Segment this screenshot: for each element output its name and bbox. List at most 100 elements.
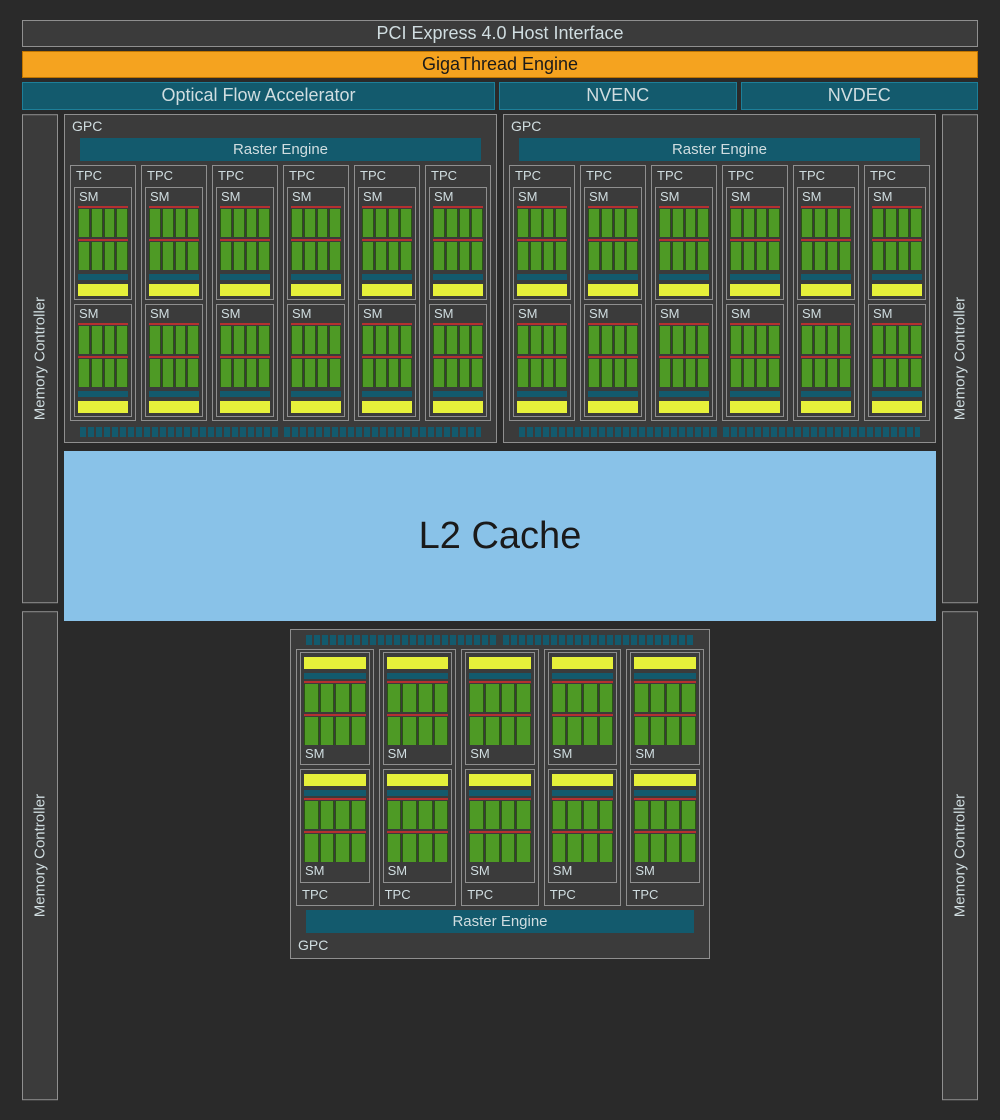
sm: SM	[145, 304, 203, 417]
sm: SM	[655, 304, 713, 417]
tpc-label: TPC	[300, 887, 370, 902]
sm: SM	[287, 304, 345, 417]
tpc-label: TPC	[513, 168, 571, 183]
encoder-row: Optical Flow Accelerator NVENC NVDEC	[22, 82, 978, 109]
sm-label: SM	[433, 307, 483, 321]
tpc-label: TPC	[74, 168, 132, 183]
memory-column-left: Memory ControllerMemory Controller	[22, 114, 58, 1100]
tpc: TPC SM SM	[70, 165, 136, 422]
tpc-label: TPC	[358, 168, 416, 183]
sm: SM	[584, 187, 642, 300]
sm-label: SM	[291, 307, 341, 321]
gpc-label: GPC	[296, 937, 704, 953]
sm-label: SM	[872, 307, 922, 321]
raster-engine: Raster Engine	[519, 138, 920, 161]
gigathread-bar: GigaThread Engine	[22, 51, 978, 78]
gpc: GPCRaster EngineTPCSMSMTPCSMSMTPCSMSMTPC…	[503, 114, 936, 444]
tpc: TPCSMSM	[425, 165, 491, 422]
sm-label: SM	[659, 190, 709, 204]
sm: SM	[358, 304, 416, 417]
sm-label: SM	[588, 190, 638, 204]
sm-label: SM	[78, 307, 128, 321]
sm: SM	[630, 769, 700, 882]
sm: SM	[465, 652, 535, 765]
sm-label: SM	[149, 190, 199, 204]
sm: SM	[797, 304, 855, 417]
tpc-label: TPC	[584, 168, 642, 183]
sm: SM	[726, 187, 784, 300]
polymorph-row	[296, 633, 704, 645]
sm: SM	[287, 187, 345, 300]
pcie-bar: PCI Express 4.0 Host Interface	[22, 20, 978, 47]
top-interface-rows: PCI Express 4.0 Host Interface GigaThrea…	[22, 20, 978, 110]
memory-controller: Memory Controller	[22, 114, 58, 603]
gpc-row-bottom: GPCRaster EngineTPCSMSMTPCSMSMTPCSMSMTPC…	[64, 629, 936, 959]
main-area: Memory ControllerMemory Controller GPCRa…	[22, 114, 978, 1100]
sm-label: SM	[872, 190, 922, 204]
tpc: TPC SMSM	[296, 649, 374, 906]
sm-label: SM	[552, 747, 614, 761]
tpc-label: TPC	[429, 168, 487, 183]
sm: SM	[513, 187, 571, 300]
tpc-label: TPC	[548, 887, 618, 902]
l2-cache: L2 Cache	[64, 451, 936, 621]
sm-label: SM	[362, 307, 412, 321]
memory-column-right: Memory ControllerMemory Controller	[942, 114, 978, 1100]
tpc-label: TPC	[216, 168, 274, 183]
sm: SM	[465, 769, 535, 882]
sm: SM	[868, 304, 926, 417]
polymorph-row	[70, 425, 491, 437]
sm: SM	[74, 304, 132, 417]
gpc: GPCRaster EngineTPCSMSMTPCSMSMTPCSMSMTPC…	[290, 629, 710, 959]
sm: SM	[74, 187, 132, 300]
gpc-label: GPC	[70, 118, 491, 134]
sm-label: SM	[291, 190, 341, 204]
sm: SM	[513, 304, 571, 417]
tpc: TPC SM SM	[283, 165, 349, 422]
tpc: TPC SMSM	[509, 165, 575, 422]
sm-label: SM	[634, 747, 696, 761]
optical-flow-bar: Optical Flow Accelerator	[22, 82, 495, 109]
sm: SM	[726, 304, 784, 417]
sm: SM	[300, 652, 370, 765]
tpc-label: TPC	[797, 168, 855, 183]
sm: SM	[584, 304, 642, 417]
sm-label: SM	[78, 190, 128, 204]
sm: SM	[548, 769, 618, 882]
tpc: TPCSMSM	[379, 649, 457, 906]
tpc: TPC SM SM	[626, 649, 704, 906]
tpc: TPC SM SM	[212, 165, 278, 422]
sm: SM	[548, 652, 618, 765]
tpc: TPC SM SM	[141, 165, 207, 422]
chip-diagram: PCI Express 4.0 Host Interface GigaThrea…	[0, 0, 1000, 1120]
sm-label: SM	[220, 307, 270, 321]
sm: SM	[300, 769, 370, 882]
tpc-label: TPC	[726, 168, 784, 183]
tpc-label: TPC	[287, 168, 345, 183]
tpc: TPC SM SM	[461, 649, 539, 906]
tpc: TPCSMSM	[793, 165, 859, 422]
sm-label: SM	[730, 190, 780, 204]
sm: SM	[383, 769, 453, 882]
sm: SM	[358, 187, 416, 300]
sm-label: SM	[634, 864, 696, 878]
tpc-label: TPC	[465, 887, 535, 902]
tpc-label: TPC	[145, 168, 203, 183]
tpc-label: TPC	[630, 887, 700, 902]
sm: SM	[429, 304, 487, 417]
sm: SM	[216, 187, 274, 300]
sm: SM	[216, 304, 274, 417]
tpc-label: TPC	[383, 887, 453, 902]
tpc: TPC SM SM	[864, 165, 930, 422]
tpc-label: TPC	[655, 168, 713, 183]
sm: SM	[868, 187, 926, 300]
memory-controller: Memory Controller	[942, 611, 978, 1100]
tpc: TPC SM SM	[354, 165, 420, 422]
polymorph-row	[509, 425, 930, 437]
sm-label: SM	[362, 190, 412, 204]
tpc: TPC SM SM	[580, 165, 646, 422]
sm-label: SM	[469, 864, 531, 878]
tpc-label: TPC	[868, 168, 926, 183]
sm-label: SM	[588, 307, 638, 321]
center-column: GPCRaster EngineTPCSMSMTPCSMSMTPCSMSMTPC…	[64, 114, 936, 1100]
